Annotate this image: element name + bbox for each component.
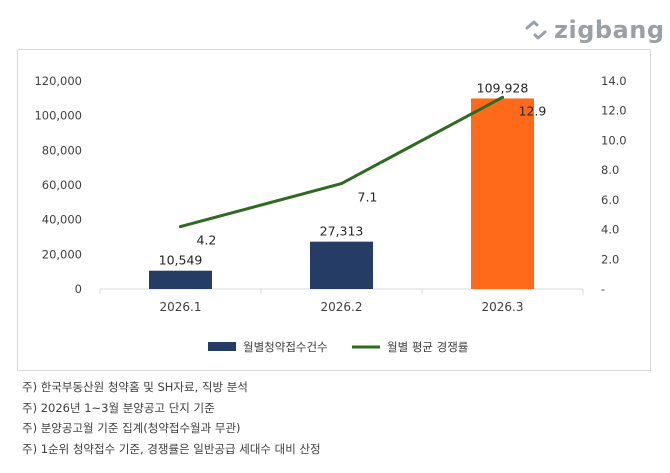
y-right-tick-label: 6.0 (601, 193, 619, 207)
chart-svg: 0 20,000 40,000 60,000 80,000 100,000 120,000 -… (34, 74, 627, 354)
footnote: 주) 2026년 1~3월 분양공고 단지 기준 (22, 400, 215, 415)
zigbang-logo: zigbang (524, 16, 665, 44)
y-left-tick-label: 120,000 (34, 74, 82, 88)
y-right-tick-label: - (601, 282, 605, 296)
zigbang-logo-text: zigbang (554, 16, 665, 44)
y-left-tick-label: 80,000 (42, 143, 82, 157)
bar-value-label: 109,928 (477, 80, 529, 95)
y-left-tick-label: 20,000 (42, 247, 82, 261)
y-right-tick-label: 2.0 (601, 252, 619, 266)
line-value-label: 7.1 (358, 190, 378, 205)
bar-value-label: 27,313 (320, 224, 364, 239)
legend-label-bar: 월별청약접수건수 (243, 340, 328, 354)
y-left-tick-label: 100,000 (34, 109, 82, 123)
line-series (179, 95, 504, 229)
y-right-tick-label: 14.0 (601, 74, 627, 88)
line-point (179, 225, 182, 229)
footnote: 주) 1순위 청약접수 기준, 경쟁률은 일반공급 세대수 대비 산정 (22, 441, 321, 456)
chart-frame: 0 20,000 40,000 60,000 80,000 100,000 120,000 -… (17, 49, 651, 371)
bar (310, 241, 373, 289)
zigbang-logo-icon (525, 20, 547, 40)
bar (149, 270, 212, 289)
legend-swatch-bar (208, 342, 236, 351)
footnotes: 주) 한국부동산원 청약홈 및 SH자료, 직방 분석 주) 2026년 1~3… (22, 377, 321, 459)
line-point (501, 95, 504, 99)
line-point (340, 182, 343, 186)
line-value-label: 4.2 (197, 233, 217, 248)
y-right-tick-label: 4.0 (601, 223, 619, 237)
bar (471, 98, 534, 289)
legend-label-line: 월별 평균 경쟁률 (387, 340, 468, 354)
bar-value-label: 10,549 (159, 253, 203, 268)
y-right-tick-label: 10.0 (601, 133, 627, 147)
y-left-tick-label: 60,000 (42, 178, 82, 192)
line-value-label: 12.9 (519, 103, 547, 118)
y-right-tick-label: 12.0 (601, 104, 627, 118)
y-left-tick-label: 40,000 (42, 213, 82, 227)
y-left-tick-label: 0 (75, 282, 82, 296)
footnote: 주) 한국부동산원 청약홈 및 SH자료, 직방 분석 (22, 380, 248, 394)
x-tick-label: 2026.1 (160, 300, 202, 314)
y-right-tick-label: 8.0 (601, 163, 619, 177)
x-tick-label: 2026.3 (482, 300, 524, 314)
footnote: 주) 분양공고월 기준 집계(청약접수월과 무관) (22, 421, 241, 435)
x-tick-label: 2026.2 (321, 300, 363, 314)
